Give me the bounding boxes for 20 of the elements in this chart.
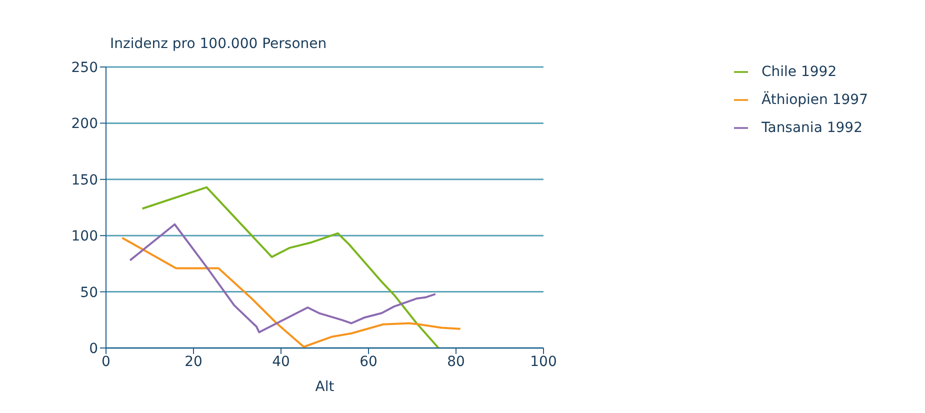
legend-label: Chile 1992 xyxy=(762,64,837,80)
x-tick-label: 40 xyxy=(272,354,290,370)
line-series xyxy=(141,186,440,348)
y-tick-label: 0 xyxy=(89,340,98,357)
x-tick-label: 0 xyxy=(102,354,110,370)
y-tick-label: 50 xyxy=(80,284,98,301)
y-tick-label: 100 xyxy=(71,228,98,245)
x-tick-label: 100 xyxy=(530,354,557,370)
y-tick-label: 250 xyxy=(71,60,98,76)
legend-label: Tansania 1992 xyxy=(762,120,862,136)
line-series xyxy=(121,236,462,348)
x-tick-label: 80 xyxy=(447,354,465,370)
line-series xyxy=(129,223,436,334)
y-tick-label: 200 xyxy=(71,116,98,132)
y-axis-title: Inzidenz pro 100.000 Personen xyxy=(110,36,327,52)
x-axis-title: Alt xyxy=(315,379,335,395)
x-tick-label: 20 xyxy=(184,354,202,370)
legend-label: Äthiopien 1997 xyxy=(762,92,868,108)
x-tick-label: 60 xyxy=(360,354,378,370)
y-tick-label: 150 xyxy=(71,172,98,188)
